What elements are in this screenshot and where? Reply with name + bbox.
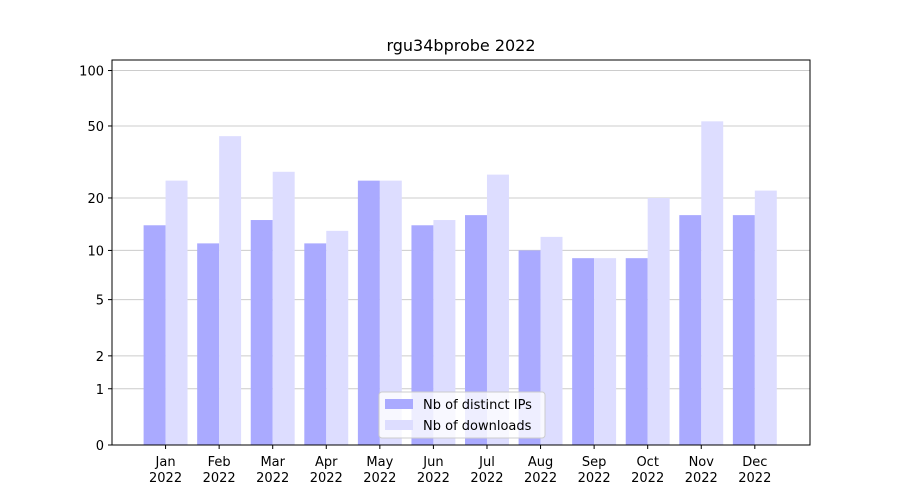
y-tick-label: 100: [79, 65, 104, 80]
bar: [625, 258, 648, 445]
bar: [465, 215, 487, 445]
bar: [411, 225, 434, 445]
bar: [250, 220, 273, 445]
x-tick-label: Oct 2022: [631, 455, 664, 486]
bar: [486, 174, 509, 445]
plot-frame: [111, 59, 811, 446]
bar: [219, 136, 242, 446]
x-tick-label: Mar 2022: [256, 455, 289, 486]
bar: [304, 243, 327, 445]
x-tick-label: Dec 2022: [738, 455, 771, 486]
bar: [143, 225, 166, 445]
bar: [754, 190, 777, 445]
y-tick-label: 1: [96, 383, 104, 398]
bar: [433, 220, 456, 445]
bar: [701, 121, 724, 445]
legend-swatch: [385, 420, 413, 430]
x-tick-label: Jun 2022: [417, 455, 450, 486]
bar: [647, 197, 670, 445]
bar: [679, 215, 702, 445]
x-tick-label: Jul 2022: [470, 455, 503, 486]
bar: [272, 171, 295, 445]
bar: [357, 180, 380, 445]
bar: [197, 243, 220, 445]
y-tick-label: 0: [96, 439, 104, 454]
x-tick-label: Aug 2022: [524, 455, 557, 486]
bar: [326, 230, 349, 445]
x-tick-label: Nov 2022: [685, 455, 718, 486]
bar: [732, 215, 755, 445]
x-tick-label: May 2022: [363, 455, 396, 486]
bar: [540, 236, 563, 445]
legend-box: [378, 391, 546, 439]
x-tick-label: Sep 2022: [578, 455, 611, 486]
bar: [572, 258, 595, 445]
x-tick-label: Jan 2022: [149, 455, 182, 486]
bar: [594, 258, 617, 445]
legend-swatch: [385, 399, 413, 409]
bar: [379, 180, 402, 445]
y-tick-label: 20: [87, 192, 104, 207]
y-tick-label: 2: [96, 350, 104, 365]
y-tick-label: 5: [96, 294, 104, 309]
x-tick-label: Apr 2022: [310, 455, 343, 486]
bar: [165, 180, 188, 445]
legend-label: Nb of downloads: [423, 419, 532, 434]
legend-label: Nb of distinct IPs: [423, 398, 532, 413]
x-tick-label: Feb 2022: [203, 455, 236, 486]
y-tick-label: 50: [87, 120, 104, 135]
y-tick-label: 10: [87, 244, 104, 259]
chart-title: rgu34bprobe 2022: [386, 36, 535, 55]
